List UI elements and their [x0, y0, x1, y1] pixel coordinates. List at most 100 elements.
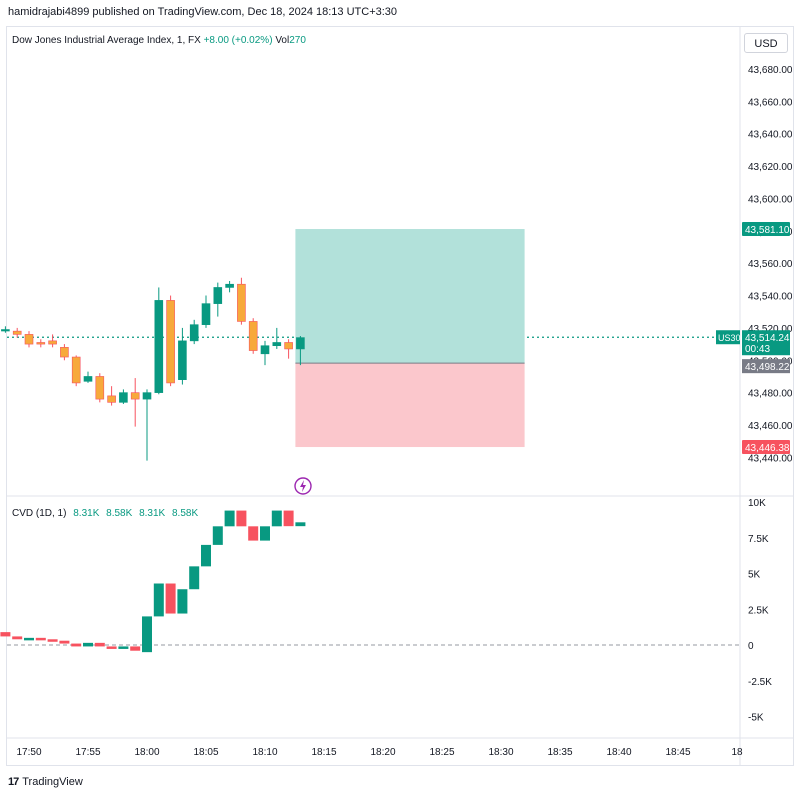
cvd-bar	[260, 526, 270, 541]
price-tick-label: 43,520.00	[748, 324, 793, 335]
cvd-bar	[212, 526, 223, 545]
candle-body	[95, 376, 105, 400]
cvd-bar	[142, 616, 152, 653]
cvd-value: 8.58K	[106, 508, 133, 519]
candle-body	[272, 342, 282, 347]
candle-body	[36, 342, 46, 345]
price-tick-label: 43,680.00	[748, 65, 793, 76]
cvd-tick-label: 2.5K	[748, 605, 769, 616]
cvd-bar	[236, 510, 247, 527]
cvd-bar	[83, 642, 93, 647]
cvd-tick-label: -2.5K	[748, 677, 772, 688]
time-tick-label: 18:35	[547, 747, 572, 758]
time-tick-label: 18:45	[665, 747, 690, 758]
cvd-bar	[47, 639, 58, 642]
symbol-tag: US30	[718, 333, 741, 343]
cvd-bar	[59, 640, 70, 644]
cvd-bar	[248, 526, 259, 541]
price-tick-label: 43,660.00	[748, 97, 793, 108]
candle-body	[119, 392, 128, 403]
time-tick-label: 18:40	[606, 747, 631, 758]
cvd-bar	[130, 646, 141, 651]
cvd-bar	[35, 637, 46, 641]
candle-body	[189, 324, 199, 342]
cvd-bar	[0, 632, 11, 637]
candle-body	[71, 356, 81, 384]
cvd-tick-label: -5K	[748, 713, 764, 724]
cvd-tick-label: 10K	[748, 498, 766, 509]
position-zones	[295, 229, 525, 448]
take-profit-zone	[295, 229, 525, 364]
main-legend[interactable]: Dow Jones Industrial Average Index, 1, F…	[12, 35, 306, 46]
candle-body	[248, 321, 258, 351]
cvd-legend[interactable]: CVD (1D, 1) 8.31K 8.58K 8.31K 8.58K	[12, 508, 198, 519]
footer-brand[interactable]: 17 TradingView	[8, 776, 83, 788]
cvd-value: 8.31K	[73, 508, 100, 519]
last-price-tag: 43,514.24	[745, 333, 790, 344]
candle-body	[142, 392, 152, 400]
candle-body	[83, 376, 93, 382]
cvd-bar	[271, 510, 282, 527]
volume-value: 270	[289, 35, 306, 46]
time-tick-label: 17:50	[16, 747, 41, 758]
time-tick-label: 18	[731, 747, 743, 758]
take-profit-tag: 43,581.10	[745, 225, 790, 236]
candle-body	[260, 345, 270, 355]
cvd-bar	[201, 544, 211, 567]
lightning-icon	[294, 477, 312, 495]
cvd-bar	[165, 583, 176, 614]
cvd-bar	[189, 566, 200, 590]
cvd-bar	[283, 510, 294, 527]
time-tick-label: 18:05	[193, 747, 218, 758]
candle-body	[154, 300, 164, 393]
candle-body	[12, 330, 22, 335]
candle-body	[60, 347, 69, 358]
cvd-bar	[24, 637, 34, 641]
candle-body	[130, 392, 140, 400]
cvd-bar	[12, 636, 23, 640]
price-tick-label: 43,600.00	[748, 194, 793, 205]
candle-body	[166, 300, 175, 384]
candle-body	[237, 283, 246, 322]
stop-loss-zone	[295, 363, 525, 448]
candle-body	[24, 334, 34, 345]
price-candles	[1, 277, 305, 461]
price-tick-label: 43,540.00	[748, 292, 793, 303]
entry-tag: 43,498.22	[745, 362, 790, 373]
price-tick-label: 43,440.00	[748, 453, 793, 464]
price-tick-label: 43,560.00	[748, 259, 793, 270]
price-tick-label: 43,480.00	[748, 389, 793, 400]
candle-body	[178, 340, 187, 380]
candle-body	[1, 329, 10, 332]
cvd-title: CVD (1D, 1)	[12, 508, 67, 519]
entry-tag-bg	[742, 359, 790, 374]
brand-name: TradingView	[22, 776, 83, 788]
candle-body	[201, 303, 211, 325]
stop-loss-tag: 43,446.38	[745, 443, 790, 454]
time-tick-label: 18:20	[370, 747, 395, 758]
candle-body	[296, 337, 305, 350]
lightning-icon-bolt	[300, 480, 306, 492]
countdown-tag: 00:43	[745, 344, 770, 355]
cvd-tick-label: 7.5K	[748, 534, 769, 545]
grid-layer	[6, 27, 794, 766]
time-tick-label: 18:00	[134, 747, 159, 758]
time-tick-label: 18:15	[311, 747, 336, 758]
time-tick-label: 18:30	[488, 747, 513, 758]
candle-body	[284, 342, 293, 350]
cvd-bar	[94, 642, 105, 647]
currency-button[interactable]: USD	[744, 33, 788, 53]
price-tick-label: 43,640.00	[748, 130, 793, 141]
candle-body	[225, 283, 234, 288]
cvd-bar	[177, 589, 188, 614]
time-tick-label: 18:25	[429, 747, 454, 758]
tradingview-logo-icon: 17	[8, 776, 19, 788]
time-tick-label: 18:10	[252, 747, 277, 758]
chart-frame	[6, 26, 794, 766]
volume-label: Vol	[275, 35, 290, 46]
time-tick-label: 17:55	[75, 747, 100, 758]
cvd-bars	[0, 510, 306, 653]
cvd-tick-label: 0	[748, 641, 754, 652]
